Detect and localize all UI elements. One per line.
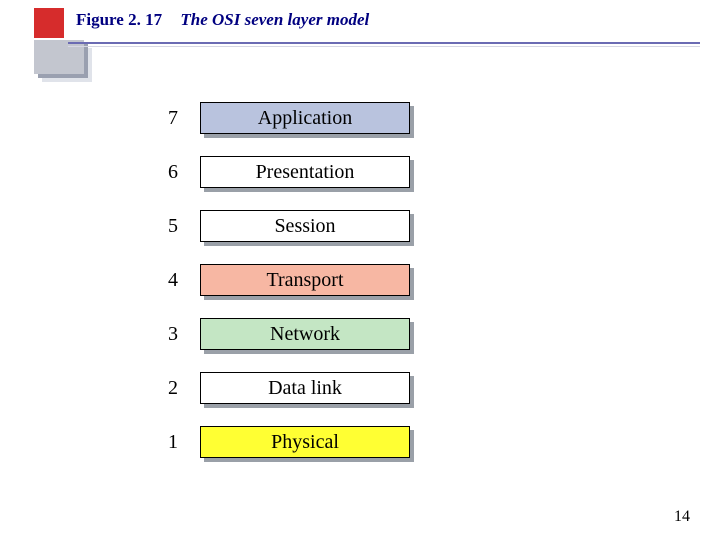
layer-label: Physical — [271, 431, 339, 454]
layer-number: 7 — [150, 107, 178, 130]
layer-number: 2 — [150, 377, 178, 400]
layer-number: 4 — [150, 269, 178, 292]
header-underline-main — [68, 42, 700, 44]
layer-number: 6 — [150, 161, 178, 184]
layer-row: 6 Presentation — [150, 154, 460, 190]
slide-header: Figure 2. 17 The OSI seven layer model — [0, 0, 720, 80]
layer-row: 7 Application — [150, 100, 460, 136]
figure-number: Figure 2. 17 — [76, 10, 162, 29]
layer-box-wrap: Network — [200, 318, 410, 350]
layer-box-wrap: Transport — [200, 264, 410, 296]
figure-caption: The OSI seven layer model — [180, 10, 369, 29]
layer-number: 3 — [150, 323, 178, 346]
layer-row: 4 Transport — [150, 262, 460, 298]
layer-box: Network — [200, 318, 410, 350]
layer-label: Network — [270, 323, 340, 346]
layer-label: Presentation — [256, 161, 355, 184]
osi-layers-diagram: 7 Application 6 Presentation 5 Session 4 Transp… — [150, 100, 460, 478]
layer-label: Transport — [266, 269, 343, 292]
header-red-accent — [34, 8, 64, 38]
layer-box: Data link — [200, 372, 410, 404]
layer-box: Application — [200, 102, 410, 134]
layer-label: Data link — [268, 377, 342, 400]
layer-box-wrap: Session — [200, 210, 410, 242]
layer-row: 3 Network — [150, 316, 460, 352]
layer-label: Application — [258, 107, 352, 130]
layer-box-wrap: Physical — [200, 426, 410, 458]
layer-row: 2 Data link — [150, 370, 460, 406]
page-number: 14 — [674, 508, 690, 526]
layer-box-wrap: Application — [200, 102, 410, 134]
layer-box: Transport — [200, 264, 410, 296]
layer-label: Session — [274, 215, 335, 238]
layer-row: 1 Physical — [150, 424, 460, 460]
header-underline-secondary — [68, 46, 700, 47]
layer-number: 1 — [150, 431, 178, 454]
layer-box-wrap: Presentation — [200, 156, 410, 188]
layer-box: Presentation — [200, 156, 410, 188]
layer-row: 5 Session — [150, 208, 460, 244]
layer-number: 5 — [150, 215, 178, 238]
layer-box-wrap: Data link — [200, 372, 410, 404]
layer-box: Physical — [200, 426, 410, 458]
layer-box: Session — [200, 210, 410, 242]
figure-title: Figure 2. 17 The OSI seven layer model — [76, 10, 369, 30]
